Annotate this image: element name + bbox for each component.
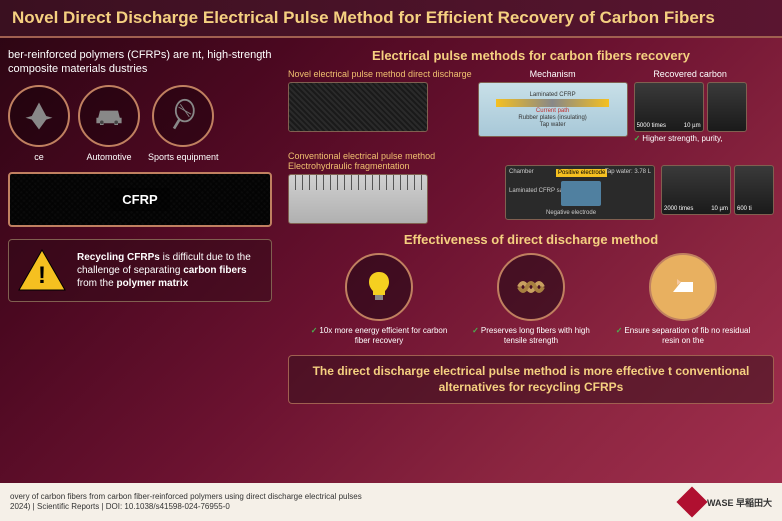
eff-item: ✓Ensure separation of fib no residual re… [613, 253, 753, 345]
citation: overy of carbon fibers from carbon fiber… [10, 492, 362, 511]
recycling-challenge: ! Recycling CFRPs is difficult due to th… [8, 239, 272, 302]
novel-label: Novel electrical pulse method direct dis… [288, 69, 472, 79]
main-title: Novel Direct Discharge Electrical Pulse … [12, 8, 770, 28]
waseda-logo-icon [676, 486, 707, 517]
bulb-icon [345, 253, 413, 321]
conclusion-text: The direct discharge electrical pulse me… [297, 364, 765, 395]
recycle-text: Recycling CFRPs is difficult due to the … [77, 251, 263, 290]
main-content: ber-reinforced polymers (CFRPs) are nt, … [0, 38, 782, 478]
sem-image: 2000 times 10 µm [661, 165, 731, 215]
novel-mechanism: Laminated CFRP Current path Rubber plate… [478, 82, 628, 137]
conv-mechanism: Chamber Positive electrode Tap water: 3.… [505, 165, 655, 220]
eff-item: ✓Preserves long fibers with high tensile… [461, 253, 601, 345]
intro-text: ber-reinforced polymers (CFRPs) are nt, … [8, 48, 272, 77]
right-column: Electrical pulse methods for carbon fibe… [280, 38, 782, 478]
eff-item: ✓10x more energy efficient for carbon fi… [309, 253, 449, 345]
automotive-icon [78, 85, 140, 147]
industry-item: Automotive [78, 85, 140, 162]
sem-image: 5000 times 10 µm [634, 82, 704, 132]
sem-image [707, 82, 747, 132]
conv-sample [288, 174, 428, 224]
industry-item: Sports equipment [148, 85, 219, 162]
rope-icon [497, 253, 565, 321]
footer: overy of carbon fibers from carbon fiber… [0, 483, 782, 521]
novel-method-row: Novel electrical pulse method direct dis… [288, 69, 774, 143]
svg-text:!: ! [38, 262, 46, 289]
title-bar: Novel Direct Discharge Electrical Pulse … [0, 0, 782, 38]
novel-sample [288, 82, 428, 132]
logo: WASE 早稲田大 [681, 491, 772, 513]
sem-image: 600 ti [734, 165, 774, 215]
conclusion-box: The direct discharge electrical pulse me… [288, 355, 774, 404]
warning-icon: ! [17, 248, 67, 293]
methods-title: Electrical pulse methods for carbon fibe… [288, 48, 774, 63]
effectiveness-title: Effectiveness of direct discharge method [288, 232, 774, 247]
conventional-method-row: Conventional electrical pulse method Ele… [288, 151, 774, 224]
effectiveness-items: ✓10x more energy efficient for carbon fi… [288, 253, 774, 345]
effectiveness-section: Effectiveness of direct discharge method… [288, 232, 774, 404]
industry-item: ce [8, 85, 70, 162]
clean-icon [649, 253, 717, 321]
conv-label: Conventional electrical pulse method Ele… [288, 151, 499, 171]
cfrp-label: CFRP [110, 188, 169, 211]
cfrp-sample: CFRP [8, 172, 272, 227]
aerospace-icon [8, 85, 70, 147]
left-column: ber-reinforced polymers (CFRPs) are nt, … [0, 38, 280, 478]
sports-icon [152, 85, 214, 147]
industry-icons: ce Automotive Sports equipment [8, 85, 272, 162]
novel-result: ✓Higher strength, purity, [634, 134, 747, 143]
